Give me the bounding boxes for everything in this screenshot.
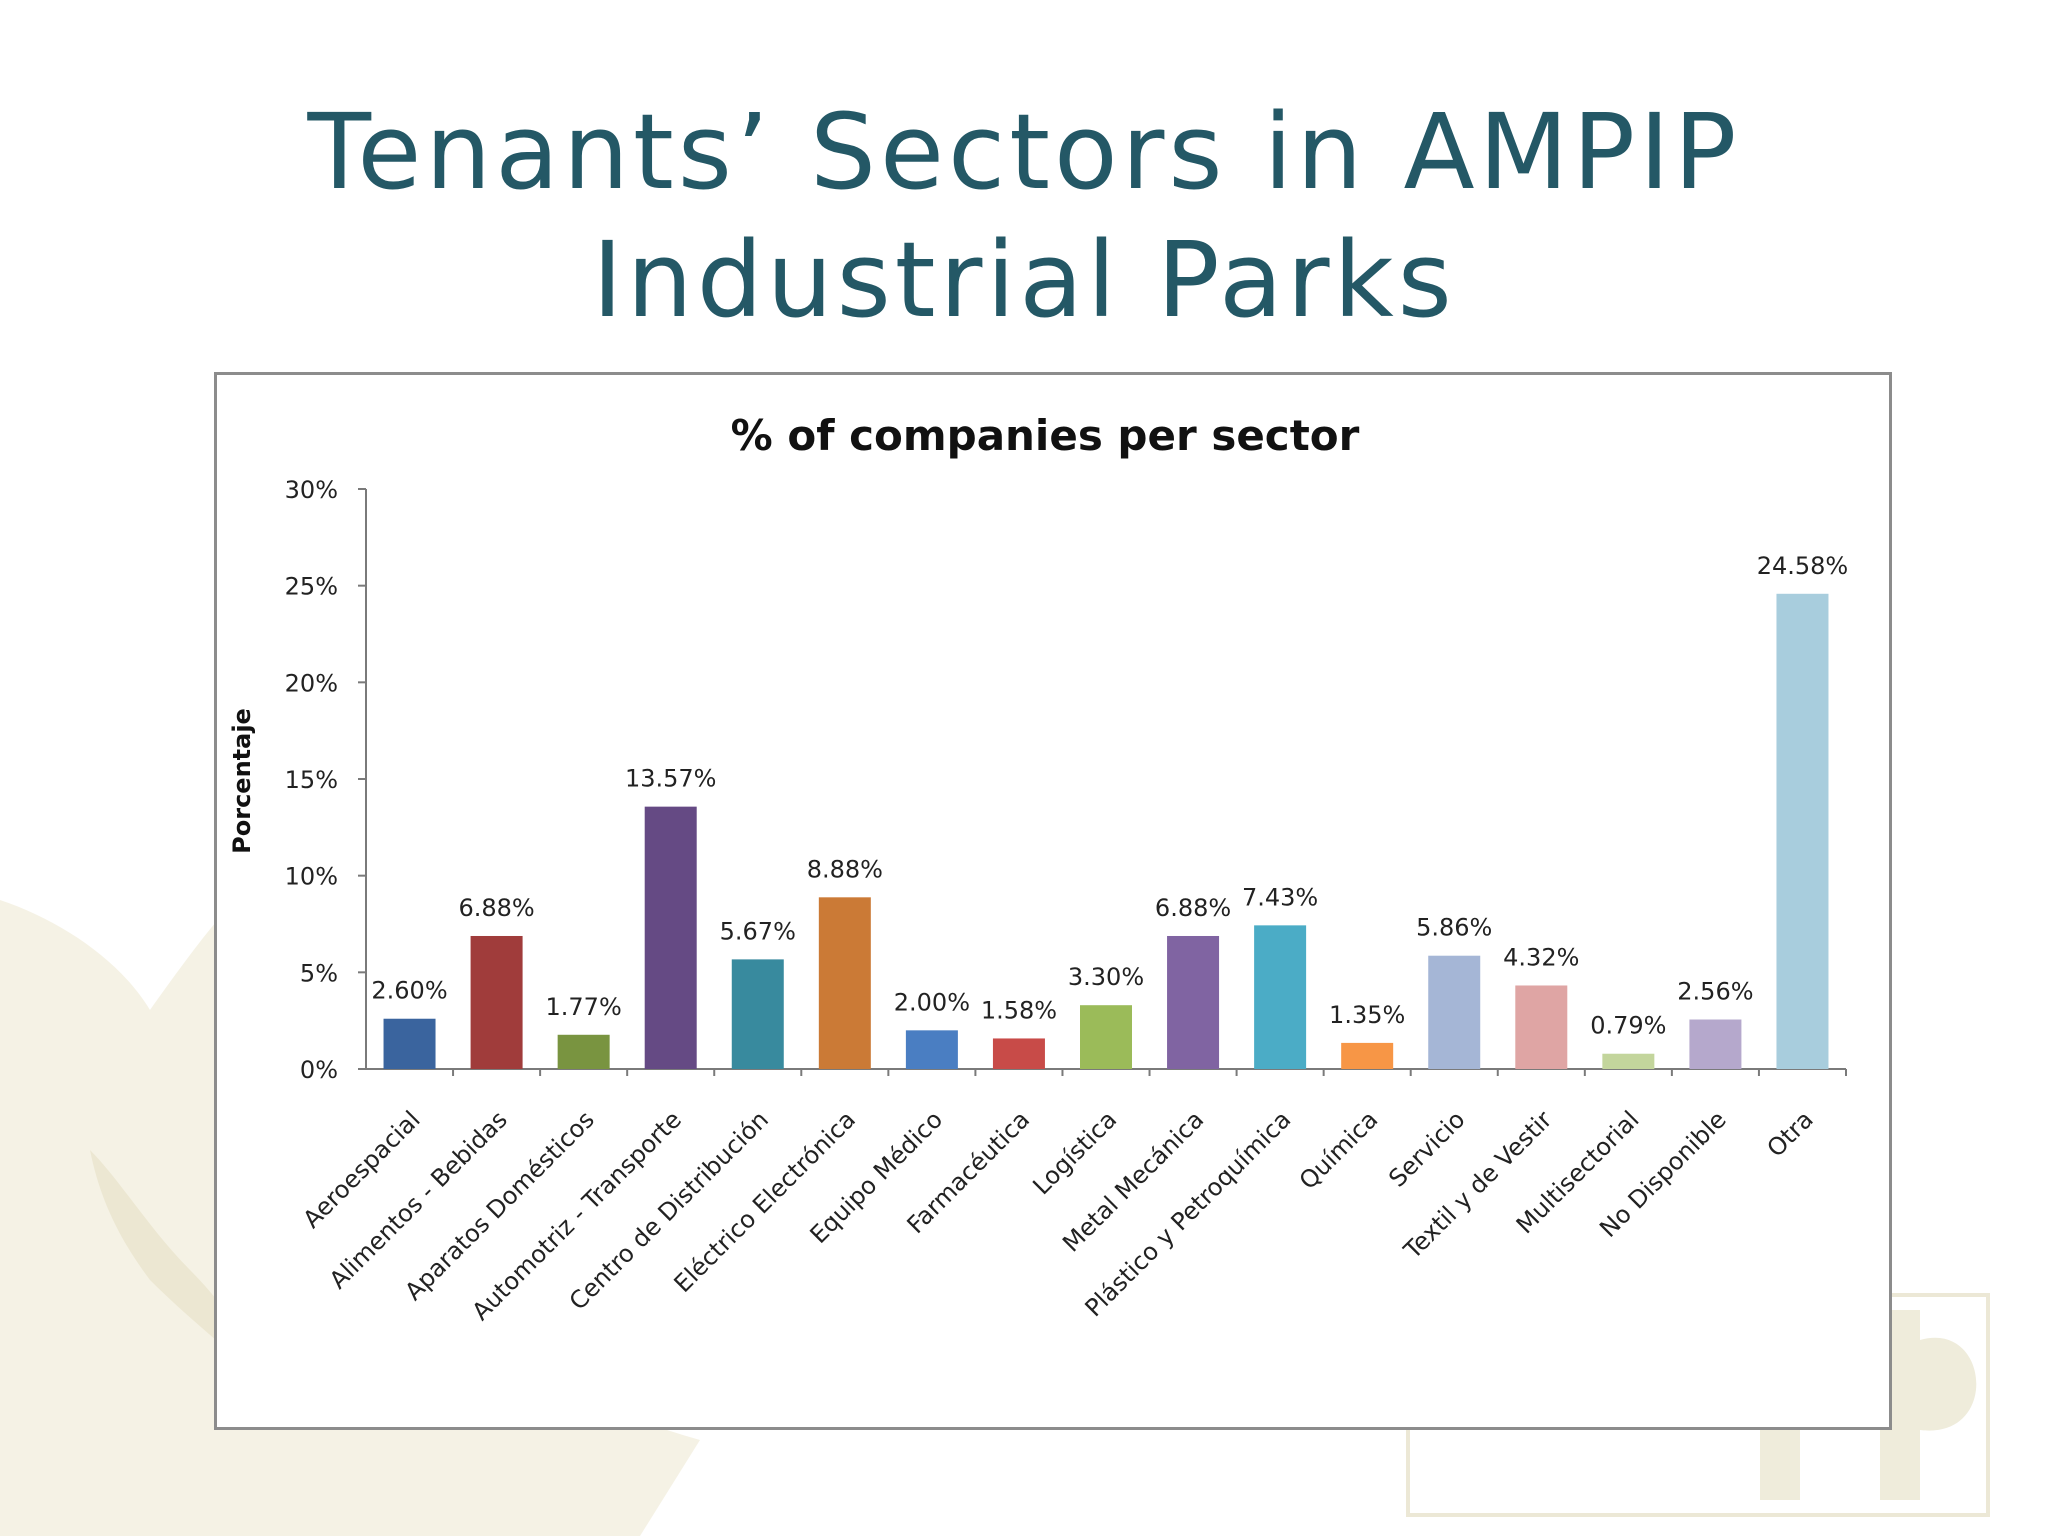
bar	[644, 806, 697, 1069]
y-tick-label: 0%	[300, 1056, 338, 1084]
y-axis-label: Porcentaje	[228, 708, 256, 854]
bar-value-label: 7.43%	[1242, 883, 1318, 911]
bar	[1776, 593, 1829, 1069]
bar	[1602, 1053, 1655, 1069]
bar	[905, 1030, 958, 1069]
bar-value-label: 13.57%	[625, 765, 717, 793]
bar-value-label: 5.67%	[720, 917, 796, 945]
bar-value-label: 1.58%	[981, 996, 1057, 1024]
slide-title-line-1: Tenants’ Sectors in AMPIP	[307, 91, 1741, 213]
y-tick-label: 30%	[285, 476, 338, 504]
y-tick-label: 10%	[285, 863, 338, 891]
x-category-label: Química	[1294, 1105, 1384, 1195]
bar	[818, 897, 871, 1069]
bar-value-label: 0.79%	[1590, 1012, 1666, 1040]
x-category-label: Otra	[1762, 1105, 1819, 1162]
chart-title: % of companies per sector	[731, 411, 1360, 460]
y-tick-label: 15%	[285, 766, 338, 794]
y-tick-label: 25%	[285, 573, 338, 601]
slide-title: Tenants’ Sectors in AMPIP Industrial Par…	[0, 88, 2048, 344]
bar	[1080, 1005, 1132, 1069]
bar-value-label: 2.56%	[1677, 978, 1753, 1006]
y-tick-label: 5%	[300, 959, 338, 987]
bar-value-label: 6.88%	[1155, 894, 1231, 922]
bar-value-label: 5.86%	[1416, 914, 1492, 942]
bar-value-label: 6.88%	[458, 894, 534, 922]
chart-bars: 2.60% 6.88% 1.77% 13.57% 5.67% 8.88% 2.00% 1.58…	[371, 552, 1848, 1069]
slide-title-line-2: Industrial Parks	[592, 219, 1456, 341]
background-swirl-shape	[0, 880, 700, 1536]
bar	[1428, 955, 1481, 1069]
bar	[1167, 935, 1220, 1069]
bar-value-label: 2.00%	[894, 988, 970, 1016]
bar	[1515, 985, 1568, 1069]
bar-value-label: 8.88%	[807, 855, 883, 883]
bar	[992, 1038, 1045, 1069]
bar-value-label: 1.35%	[1329, 1001, 1405, 1029]
chart-frame: % of companies per sector Porcentaje 0% 5…	[214, 372, 1892, 1430]
bar	[470, 935, 523, 1069]
x-category-label: Servicio	[1383, 1105, 1470, 1192]
bar	[1689, 1019, 1742, 1069]
bar-value-label: 1.77%	[546, 993, 622, 1021]
bar-value-label: 3.30%	[1068, 963, 1144, 991]
bar	[557, 1034, 610, 1069]
bar-value-label: 2.60%	[371, 977, 447, 1005]
bar-value-label: 4.32%	[1503, 943, 1579, 971]
bar	[731, 959, 784, 1069]
bar-value-label: 24.58%	[1757, 552, 1849, 580]
bar	[1254, 925, 1307, 1069]
bar	[1341, 1042, 1394, 1069]
bar	[383, 1018, 436, 1069]
y-tick-label: 20%	[285, 669, 338, 697]
background-logo-letter-shape	[1760, 1310, 1977, 1500]
x-category-label: Textil y de Vestir	[1398, 1105, 1558, 1265]
bar-chart: % of companies per sector Porcentaje 0% 5…	[228, 411, 1848, 1326]
